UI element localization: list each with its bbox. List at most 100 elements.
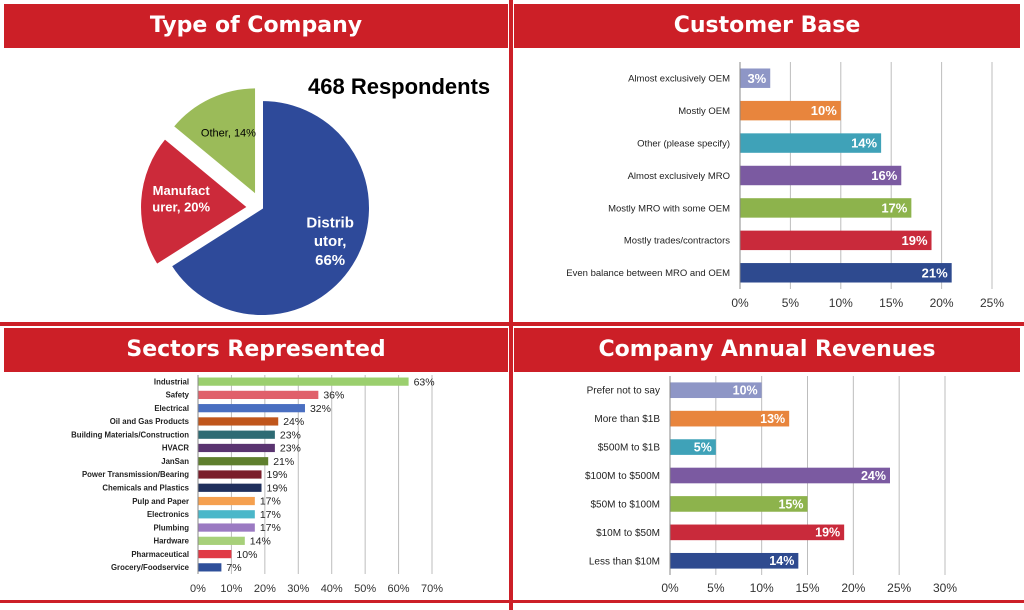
respondents-count: 468 Respondents bbox=[308, 74, 491, 99]
value-label-building-materials-construction: 23% bbox=[280, 429, 301, 441]
value-label-100m-to-500m: 24% bbox=[861, 469, 886, 483]
bar-10m-to-50m bbox=[670, 524, 845, 541]
type-of-company-pie-chart: Distrib utor, 66% Manufact urer, 20% Other, 1… bbox=[139, 86, 371, 317]
value-label-10m-to-50m: 19% bbox=[815, 526, 840, 540]
category-label-oil-and-gas-products: Oil and Gas Products bbox=[110, 417, 190, 426]
category-label-almost-exclusively-oem: Almost exclusively OEM bbox=[628, 74, 730, 85]
x-tick-label: 20% bbox=[254, 583, 276, 595]
pie-label-other: Other, 14% bbox=[201, 128, 256, 140]
value-label-more-than-1b: 13% bbox=[760, 412, 785, 426]
x-tick-label: 30% bbox=[287, 583, 309, 595]
bar-50m-to-100m bbox=[670, 496, 808, 512]
bar-mostly-oem bbox=[740, 100, 841, 121]
category-label-jansan: JanSan bbox=[161, 457, 189, 466]
bar-hardware bbox=[198, 536, 245, 545]
value-label-hardware: 14% bbox=[250, 536, 271, 548]
pie-slice-other bbox=[171, 86, 258, 198]
category-label-pharmaceutical: Pharmaceutical bbox=[131, 550, 189, 559]
category-label-grocery-foodservice: Grocery/Foodservice bbox=[111, 563, 190, 572]
customer-base-banner: Customer Base bbox=[514, 4, 1020, 48]
value-label-hvacr: 23% bbox=[280, 443, 301, 455]
value-label-even-balance-between-mro-and-oem: 21% bbox=[922, 265, 948, 280]
value-label-grocery-foodservice: 7% bbox=[226, 562, 241, 574]
bar-mostly-trades-contractors bbox=[740, 230, 932, 251]
category-label-electronics: Electronics bbox=[147, 510, 190, 519]
value-label-electronics: 17% bbox=[260, 509, 281, 521]
category-label-chemicals-and-plastics: Chemicals and Plastics bbox=[102, 483, 189, 492]
x-tick-label: 30% bbox=[933, 581, 957, 595]
x-tick-label: 70% bbox=[421, 583, 443, 595]
bar-pulp-and-paper bbox=[198, 496, 255, 506]
x-tick-label: 15% bbox=[879, 296, 903, 310]
x-tick-label: 0% bbox=[190, 583, 206, 595]
bar-electrical bbox=[198, 404, 305, 413]
category-label-mostly-oem: Mostly OEM bbox=[678, 106, 730, 117]
value-label-other-please-specify: 14% bbox=[851, 136, 877, 151]
x-tick-label: 5% bbox=[707, 581, 725, 595]
category-label-mostly-trades-contractors: Mostly trades/contractors bbox=[624, 236, 730, 247]
category-label-even-balance-between-mro-and-oem: Even balance between MRO and OEM bbox=[566, 268, 730, 279]
value-label-mostly-trades-contractors: 19% bbox=[901, 233, 927, 248]
x-tick-label: 10% bbox=[750, 581, 774, 595]
value-label-almost-exclusively-mro: 16% bbox=[871, 168, 897, 183]
sectors-represented-banner: Sectors Represented bbox=[4, 328, 508, 372]
bar-building-materials-construction bbox=[198, 430, 275, 439]
x-tick-label: 20% bbox=[930, 296, 954, 310]
value-label-plumbing: 17% bbox=[260, 522, 281, 534]
value-label-mostly-mro-with-some-oem: 17% bbox=[881, 200, 907, 215]
bar-power-transmission-bearing bbox=[198, 470, 262, 479]
value-label-pulp-and-paper: 17% bbox=[260, 496, 281, 508]
value-label-500m-to-1b: 5% bbox=[694, 440, 712, 454]
bar-jansan bbox=[198, 457, 269, 466]
x-tick-label: 15% bbox=[795, 581, 819, 595]
horizontal-divider bbox=[0, 322, 1024, 326]
bar-almost-exclusively-oem bbox=[740, 68, 771, 88]
x-tick-label: 25% bbox=[887, 581, 911, 595]
category-label-almost-exclusively-mro: Almost exclusively MRO bbox=[628, 171, 730, 182]
bar-more-than-1b bbox=[670, 410, 790, 427]
category-label-electrical: Electrical bbox=[154, 404, 189, 413]
value-label-oil-and-gas-products: 24% bbox=[283, 416, 304, 428]
value-label-pharmaceutical: 10% bbox=[236, 549, 257, 561]
value-label-electrical: 32% bbox=[310, 403, 331, 415]
bar-500m-to-1b bbox=[670, 439, 716, 455]
bar-grocery-foodservice bbox=[198, 563, 222, 572]
bar-even-balance-between-mro-and-oem bbox=[740, 263, 952, 283]
bar-100m-to-500m bbox=[670, 467, 890, 484]
category-label-10m-to-50m: $10M to $50M bbox=[596, 528, 660, 539]
bar-oil-and-gas-products bbox=[198, 417, 279, 426]
category-label-safety: Safety bbox=[166, 391, 190, 400]
company-annual-revenues-bar-chart: 0% 5% 10% 15% 20% 25% 30% Prefer not to say 10% M… bbox=[585, 376, 957, 595]
value-label-power-transmission-bearing: 19% bbox=[267, 469, 288, 481]
value-label-almost-exclusively-oem: 3% bbox=[747, 71, 766, 86]
bar-plumbing bbox=[198, 523, 255, 532]
category-label-industrial: Industrial bbox=[154, 377, 189, 386]
x-tick-label: 5% bbox=[782, 296, 800, 310]
bar-safety bbox=[198, 390, 319, 400]
category-label-mostly-mro-with-some-oem: Mostly MRO with some OEM bbox=[608, 203, 730, 214]
x-tick-label: 40% bbox=[321, 583, 343, 595]
bar-pharmaceutical bbox=[198, 549, 232, 559]
x-tick-label: 20% bbox=[841, 581, 865, 595]
value-label-mostly-oem: 10% bbox=[811, 103, 837, 118]
category-label-100m-to-500m: $100M to $500M bbox=[585, 471, 660, 482]
x-tick-label: 10% bbox=[220, 583, 242, 595]
category-label-power-transmission-bearing: Power Transmission/Bearing bbox=[82, 470, 189, 479]
customer-base-bar-chart: 0% 5% 10% 15% 20% 25% Almost exclusively OEM 3%… bbox=[566, 62, 1004, 310]
category-label-hardware: Hardware bbox=[153, 537, 189, 546]
x-tick-label: 0% bbox=[661, 581, 679, 595]
pie-label-manufact-urer: Manufact urer, 20% bbox=[152, 183, 210, 214]
value-label-jansan: 21% bbox=[273, 456, 294, 468]
x-tick-label: 25% bbox=[980, 296, 1004, 310]
category-label-500m-to-1b: $500M to $1B bbox=[598, 443, 661, 454]
bar-electronics bbox=[198, 510, 255, 519]
x-tick-label: 10% bbox=[829, 296, 853, 310]
value-label-chemicals-and-plastics: 19% bbox=[267, 482, 288, 494]
pie-slice-manufact-urer bbox=[139, 136, 250, 267]
category-label-building-materials-construction: Building Materials/Construction bbox=[71, 430, 189, 439]
value-label-safety: 36% bbox=[323, 390, 344, 402]
x-tick-label: 0% bbox=[731, 296, 749, 310]
category-label-plumbing: Plumbing bbox=[153, 523, 189, 532]
bar-other-please-specify bbox=[740, 133, 882, 153]
category-label-less-than-10m: Less than $10M bbox=[589, 556, 660, 567]
